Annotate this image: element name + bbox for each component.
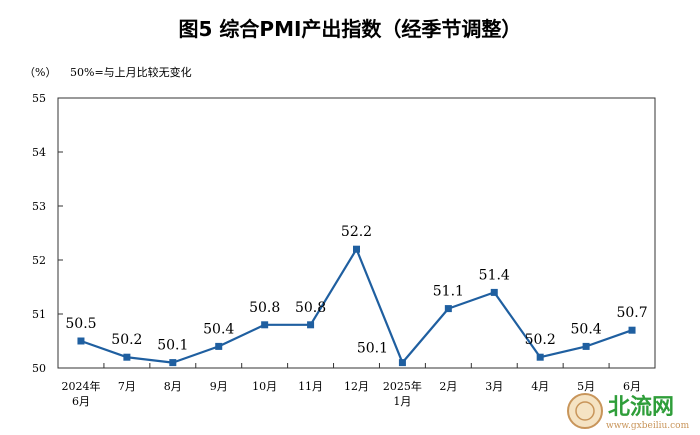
- x-tick-label: 12月: [344, 380, 369, 393]
- data-label: 50.4: [203, 321, 234, 337]
- baseline-note: 50%=与上月比较无变化: [70, 65, 192, 79]
- x-tick-label: 6月: [623, 380, 641, 393]
- data-point-marker: [444, 305, 452, 313]
- watermark-url: www.gxbeiliu.com: [606, 421, 690, 431]
- data-point-marker: [398, 359, 406, 367]
- data-label: 50.1: [357, 341, 388, 357]
- x-axis: 2024年 6月 7月 8月 9月 10月 11月 12月 2025年 1月 2月 3月 4月 5月 6月: [57, 363, 656, 408]
- pmi-series: 50.5 50.2 50.1 50.4 50.8 50.8 52.2 50.1 51.1 51.4…: [65, 224, 648, 367]
- y-tick-label: 51: [32, 308, 46, 321]
- data-label: 51.4: [479, 267, 510, 283]
- x-tick-label: 8月: [164, 380, 182, 393]
- x-tick-label: 7月: [118, 380, 136, 393]
- data-point-marker: [215, 342, 223, 350]
- data-label: 51.1: [433, 284, 464, 300]
- data-point-marker: [490, 288, 498, 296]
- data-label: 50.1: [157, 338, 188, 354]
- plot-frame: [57, 97, 656, 369]
- data-point-marker: [261, 321, 269, 329]
- data-label: 50.2: [111, 332, 142, 348]
- data-label: 50.4: [571, 321, 602, 337]
- data-point-marker: [77, 337, 85, 345]
- x-tick-label: 10月: [252, 380, 277, 393]
- x-tick-label: 11月: [298, 380, 323, 393]
- y-tick-label: 52: [32, 254, 46, 267]
- y-tick-label: 50: [32, 362, 46, 375]
- watermark-logo: 北流网 www.gxbeiliu.com: [567, 393, 690, 431]
- y-tick-label: 55: [32, 92, 46, 105]
- x-tick-label: 4月: [531, 380, 549, 393]
- data-label: 50.8: [249, 300, 280, 316]
- y-tick-label: 54: [32, 146, 46, 159]
- data-point-marker: [536, 353, 544, 361]
- data-point-marker: [353, 245, 360, 253]
- data-label: 50.8: [295, 300, 326, 316]
- x-tick-label: 9月: [210, 380, 228, 393]
- x-tick-label: 5月: [577, 380, 595, 393]
- y-tick-label: 53: [32, 200, 46, 213]
- x-tick-label: 2月: [439, 380, 457, 393]
- data-point-marker: [307, 321, 315, 329]
- y-axis: 55 54 53 52 51 50: [32, 92, 63, 375]
- data-point-marker: [628, 326, 636, 334]
- chart-title: 图5 综合PMI产出指数（经季节调整）: [179, 17, 522, 41]
- data-label: 50.2: [525, 332, 556, 348]
- x-tick-label: 2024年: [61, 379, 100, 393]
- data-label: 52.2: [341, 224, 372, 240]
- data-label: 50.5: [65, 316, 96, 332]
- watermark-text: 北流网: [608, 394, 674, 420]
- data-point-marker: [582, 342, 590, 350]
- x-tick-label: 3月: [485, 380, 503, 393]
- x-tick-label: 2025年: [383, 379, 422, 393]
- data-label: 50.7: [616, 305, 647, 321]
- x-tick-label: 6月: [72, 395, 90, 408]
- data-point-marker: [169, 359, 177, 367]
- x-tick-label: 1月: [393, 395, 411, 408]
- data-point-marker: [123, 353, 131, 361]
- y-unit-label: （%）: [24, 66, 56, 79]
